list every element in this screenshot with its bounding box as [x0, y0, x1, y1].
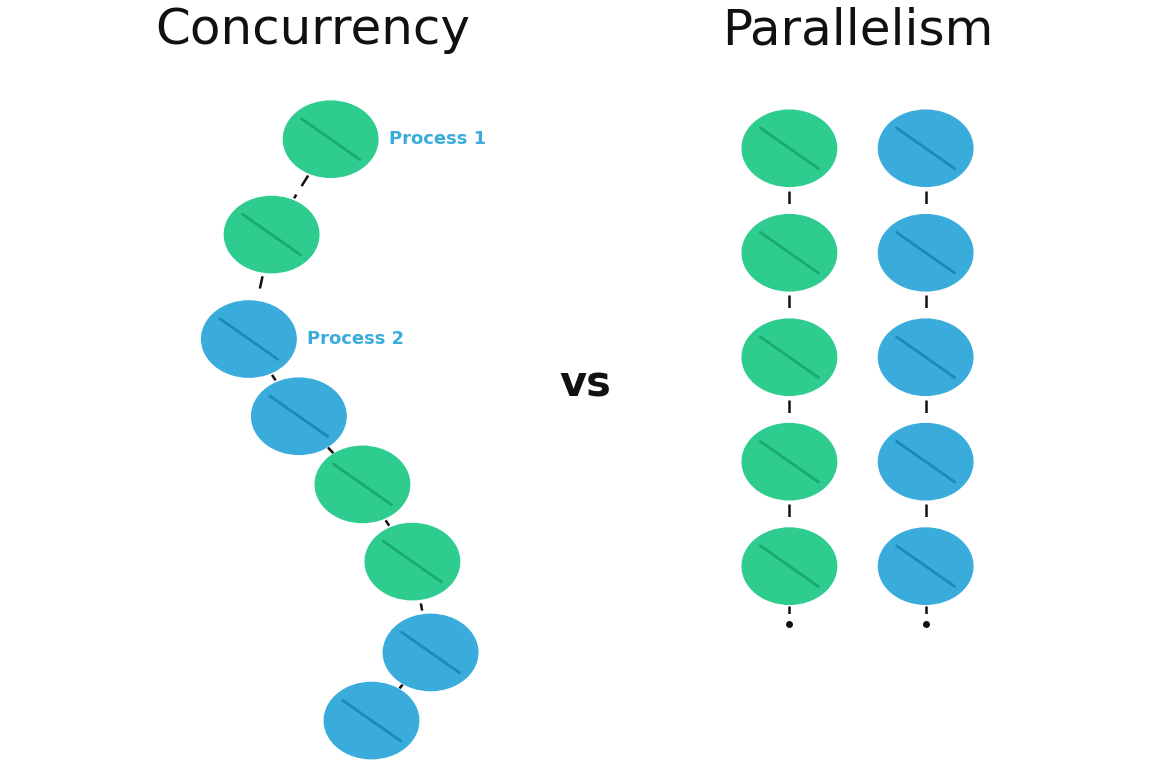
Ellipse shape — [384, 614, 477, 691]
Ellipse shape — [742, 110, 837, 186]
Ellipse shape — [324, 683, 419, 759]
Text: Parallelism: Parallelism — [722, 6, 993, 54]
Ellipse shape — [742, 214, 837, 291]
Text: Process 2: Process 2 — [307, 330, 404, 348]
Ellipse shape — [283, 101, 378, 178]
Ellipse shape — [742, 528, 837, 604]
Ellipse shape — [365, 523, 460, 600]
Text: vs: vs — [559, 364, 611, 405]
Ellipse shape — [879, 528, 973, 604]
Ellipse shape — [225, 196, 319, 273]
Ellipse shape — [879, 214, 973, 291]
Text: Process 1: Process 1 — [388, 130, 486, 148]
Ellipse shape — [742, 319, 837, 395]
Ellipse shape — [879, 110, 973, 186]
Ellipse shape — [201, 301, 296, 377]
Ellipse shape — [742, 424, 837, 500]
Ellipse shape — [315, 447, 410, 522]
Text: Concurrency: Concurrency — [154, 6, 470, 54]
Ellipse shape — [879, 319, 973, 395]
Ellipse shape — [879, 424, 973, 500]
Ellipse shape — [252, 378, 346, 454]
